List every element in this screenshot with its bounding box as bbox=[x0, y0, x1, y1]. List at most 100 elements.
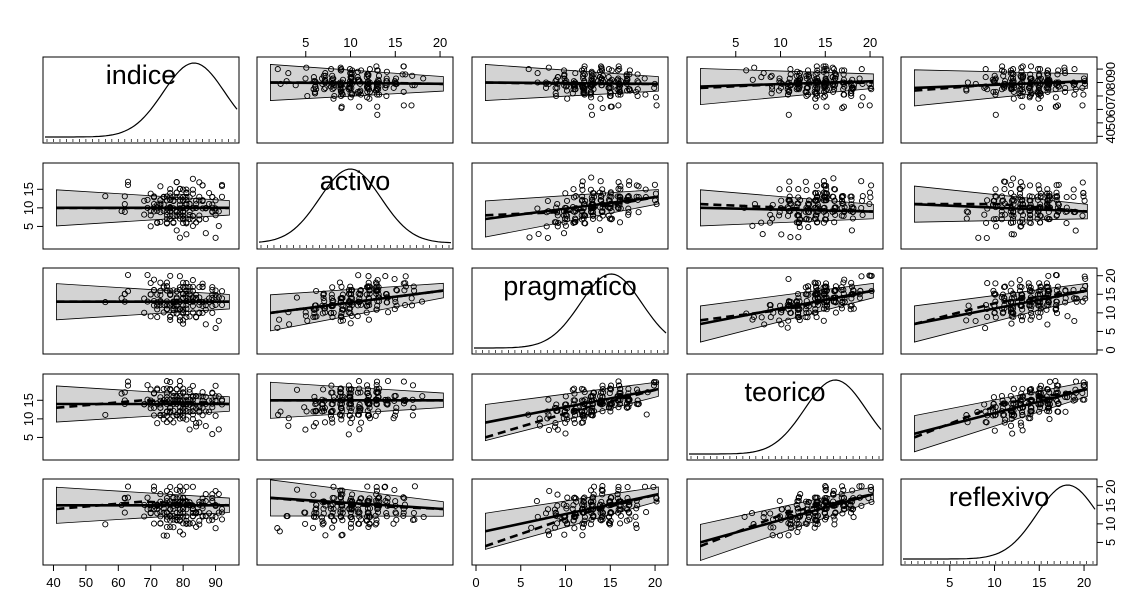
data-point bbox=[409, 412, 416, 419]
y-tick-label: 5 bbox=[21, 434, 36, 441]
data-point bbox=[311, 90, 318, 97]
panel-indice-vs-teorico bbox=[686, 56, 884, 144]
data-point bbox=[813, 63, 820, 70]
data-point bbox=[794, 84, 801, 91]
y-tick-label: 10 bbox=[21, 201, 36, 215]
data-point bbox=[329, 419, 336, 426]
data-point bbox=[170, 219, 177, 227]
data-point bbox=[373, 487, 380, 494]
data-point bbox=[186, 426, 193, 433]
data-point bbox=[1016, 276, 1023, 284]
data-point bbox=[1053, 305, 1060, 312]
data-point bbox=[141, 211, 148, 218]
data-point bbox=[347, 320, 354, 327]
panel-reflexivo-vs-teorico bbox=[686, 478, 884, 566]
panel-frame bbox=[686, 373, 884, 461]
data-point bbox=[331, 92, 338, 100]
data-point bbox=[157, 509, 164, 516]
data-point bbox=[320, 505, 327, 512]
data-point bbox=[831, 516, 838, 523]
data-point bbox=[357, 407, 364, 414]
data-point bbox=[1010, 95, 1017, 102]
data-point bbox=[284, 513, 291, 520]
data-point bbox=[821, 193, 828, 200]
data-point bbox=[785, 317, 792, 324]
data-point bbox=[337, 412, 344, 419]
data-point bbox=[338, 90, 346, 97]
data-point bbox=[787, 234, 794, 241]
data-point bbox=[199, 412, 206, 419]
data-point bbox=[795, 194, 802, 201]
y-tick-label: 15 bbox=[1103, 287, 1118, 301]
data-point bbox=[615, 63, 622, 70]
data-point bbox=[170, 512, 177, 519]
data-point bbox=[202, 230, 209, 237]
x-tick-label: 5 bbox=[517, 575, 524, 590]
data-point bbox=[632, 513, 639, 520]
data-point bbox=[544, 197, 551, 205]
data-point bbox=[302, 520, 309, 527]
data-point bbox=[1019, 183, 1026, 190]
data-point bbox=[1079, 179, 1086, 186]
data-point bbox=[820, 284, 827, 291]
data-point bbox=[189, 283, 196, 290]
data-point bbox=[160, 283, 167, 290]
data-point bbox=[788, 525, 795, 532]
data-point bbox=[157, 197, 164, 204]
data-point bbox=[605, 212, 612, 219]
data-point bbox=[357, 405, 364, 412]
data-point bbox=[984, 313, 991, 320]
data-point bbox=[410, 404, 417, 411]
data-point bbox=[641, 483, 649, 490]
data-point bbox=[408, 102, 415, 109]
data-point bbox=[189, 483, 196, 490]
data-point bbox=[615, 378, 622, 385]
data-point bbox=[173, 179, 180, 186]
data-point bbox=[795, 220, 802, 227]
data-point bbox=[338, 105, 345, 112]
data-point bbox=[823, 103, 830, 110]
data-point bbox=[802, 313, 809, 321]
x-tick-label: 10 bbox=[558, 575, 572, 590]
data-point bbox=[374, 302, 381, 309]
variable-label-activo: activo bbox=[320, 166, 391, 196]
data-point bbox=[1009, 290, 1017, 297]
data-point bbox=[176, 390, 183, 397]
panel-frame bbox=[900, 478, 1098, 566]
data-point bbox=[186, 520, 193, 527]
data-point bbox=[176, 412, 183, 419]
data-point bbox=[163, 193, 170, 200]
data-point bbox=[599, 105, 606, 112]
data-point bbox=[186, 212, 193, 219]
data-point bbox=[1008, 320, 1015, 327]
data-point bbox=[358, 67, 365, 74]
data-point bbox=[373, 280, 380, 287]
data-point bbox=[293, 294, 300, 301]
data-point bbox=[157, 287, 164, 294]
data-point bbox=[564, 95, 571, 102]
data-point bbox=[1055, 67, 1062, 74]
data-point bbox=[400, 494, 407, 501]
x-tick-label: 10 bbox=[343, 35, 357, 50]
data-point bbox=[163, 215, 170, 222]
data-point bbox=[170, 193, 177, 200]
data-point bbox=[382, 483, 389, 490]
x-tick-label: 20 bbox=[1077, 575, 1091, 590]
data-point bbox=[1018, 68, 1025, 75]
data-point bbox=[163, 208, 170, 215]
data-point bbox=[606, 205, 613, 212]
data-point bbox=[840, 86, 847, 93]
data-point bbox=[196, 212, 203, 219]
data-point bbox=[1037, 219, 1044, 226]
data-point bbox=[587, 91, 594, 98]
data-point bbox=[196, 310, 203, 317]
data-point bbox=[383, 513, 390, 520]
data-point bbox=[321, 86, 328, 93]
data-point bbox=[617, 512, 624, 519]
data-point bbox=[814, 287, 821, 294]
variable-label-teorico: teorico bbox=[744, 377, 825, 407]
confidence-band bbox=[700, 282, 874, 343]
data-point bbox=[992, 91, 999, 98]
data-point bbox=[1017, 419, 1024, 426]
data-point bbox=[1025, 280, 1032, 287]
